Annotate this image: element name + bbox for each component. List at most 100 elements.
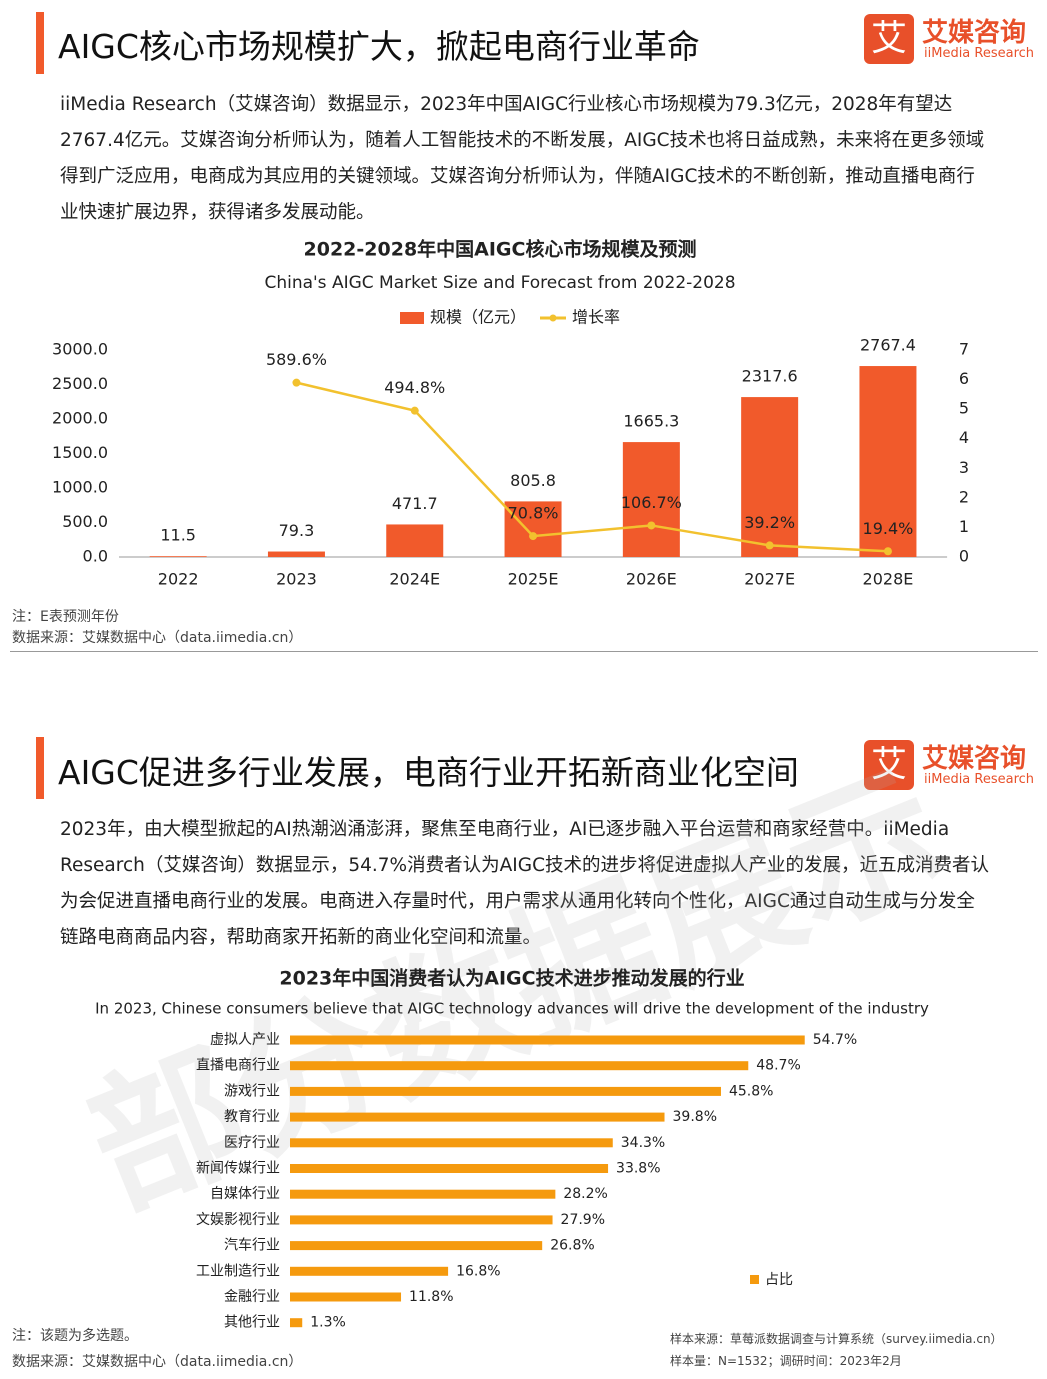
bar — [290, 1112, 665, 1122]
y-tick-label: 3000.0 — [52, 340, 108, 359]
data-label: 1665.3 — [623, 412, 679, 431]
y-tick-label: 1000.0 — [52, 478, 108, 497]
source: 数据来源：艾媒数据中心（data.iimedia.cn） — [12, 630, 303, 646]
data-label: 1.3% — [310, 1315, 346, 1331]
y-tick-label: 自媒体行业 — [210, 1186, 280, 1202]
data-label: 589.6% — [266, 350, 327, 369]
x-tick-label: 2027E — [744, 570, 795, 589]
bar — [386, 524, 444, 557]
bar — [290, 1292, 402, 1302]
data-label: 11.8% — [409, 1289, 453, 1305]
data-label: 45.8% — [729, 1083, 773, 1099]
y2-tick-label: 3 — [959, 458, 969, 477]
y-tick-label: 0.0 — [83, 547, 108, 566]
x-tick-label: 2025E — [508, 570, 559, 589]
legend-swatch — [750, 1275, 759, 1284]
chart-subtitle: China's AIGC Market Size and Forecast fr… — [264, 273, 735, 293]
data-label: 39.2% — [744, 513, 795, 532]
title-bar — [36, 12, 44, 74]
logo-icon: 艾 — [864, 740, 914, 790]
line — [296, 381, 889, 553]
bar — [290, 1061, 749, 1071]
line-point — [529, 532, 538, 541]
data-label: 27.9% — [561, 1212, 605, 1228]
legend-label: 规模（亿元） — [430, 308, 526, 327]
data-label: 34.3% — [621, 1135, 665, 1151]
y-tick-label: 2500.0 — [52, 374, 108, 393]
data-label: 471.7 — [392, 494, 438, 513]
line-point — [883, 547, 892, 556]
section-title: AIGC核心市场规模扩大，掀起电商行业革命 — [58, 27, 700, 66]
data-label: 79.3 — [279, 521, 315, 540]
y2-tick-label: 0 — [959, 547, 969, 566]
y2-tick-label: 1 — [959, 517, 969, 536]
x-tick-label: 2028E — [863, 570, 914, 589]
data-label: 11.5 — [160, 526, 196, 545]
y-tick-label: 汽车行业 — [224, 1237, 280, 1254]
y-tick-label: 医疗行业 — [224, 1135, 280, 1151]
note: 注：E表预测年份 — [12, 609, 119, 625]
y-tick-label: 金融行业 — [224, 1289, 280, 1305]
y-tick-label: 工业制造行业 — [196, 1263, 280, 1279]
y-tick-label: 直播电商行业 — [196, 1057, 280, 1074]
bar — [290, 1241, 543, 1251]
y-tick-label: 游戏行业 — [224, 1083, 280, 1099]
chart-subtitle: In 2023, Chinese consumers believe that … — [95, 1000, 929, 1018]
y-tick-label: 教育行业 — [224, 1109, 280, 1125]
sample-source: 样本来源：草莓派数据调查与计算系统（survey.iimedia.cn） — [670, 1332, 1003, 1346]
bar — [290, 1266, 449, 1276]
data-label: 48.7% — [756, 1058, 800, 1074]
data-label: 54.7% — [813, 1032, 857, 1048]
bar — [267, 551, 325, 557]
y-tick-label: 其他行业 — [224, 1315, 280, 1331]
title-bar — [36, 737, 44, 799]
logo-name: 艾媒咨询 — [922, 18, 1027, 48]
y-tick-label: 虚拟人产业 — [210, 1032, 280, 1048]
legend-label: 增长率 — [572, 308, 620, 327]
logo-subtitle: iiMedia Research — [924, 772, 1035, 787]
legend-swatch — [549, 314, 557, 322]
y-tick-label: 文娱影视行业 — [196, 1212, 280, 1228]
legend-label: 占比 — [765, 1272, 793, 1288]
bar — [859, 366, 917, 557]
logo: 艾 艾媒咨询 iiMedia Research — [864, 740, 1034, 796]
paragraph: iiMedia Research（艾媒咨询）数据显示，2023年中国AIGC行业… — [60, 94, 985, 223]
data-label: 33.8% — [616, 1161, 660, 1177]
bar — [741, 397, 799, 557]
y-tick-label: 2000.0 — [52, 409, 108, 428]
bar — [290, 1318, 303, 1328]
y-tick-label: 1500.0 — [52, 443, 108, 462]
logo-name: 艾媒咨询 — [922, 744, 1027, 774]
data-label: 26.8% — [550, 1238, 594, 1254]
source: 数据来源：艾媒数据中心（data.iimedia.cn） — [12, 1354, 303, 1370]
data-label: 16.8% — [456, 1263, 500, 1279]
logo-subtitle: iiMedia Research — [924, 46, 1035, 61]
bar — [149, 556, 207, 557]
data-label: 106.7% — [621, 493, 682, 512]
logo: 艾 艾媒咨询 iiMedia Research — [864, 14, 1034, 70]
x-tick-label: 2024E — [389, 570, 440, 589]
line-point — [410, 406, 419, 415]
sample-info: 样本量：N=1532；调研时间：2023年2月 — [670, 1354, 902, 1368]
x-tick-label: 2022 — [158, 570, 199, 589]
y2-tick-label: 2 — [959, 487, 969, 506]
data-label: 494.8% — [384, 378, 445, 397]
y2-tick-label: 5 — [959, 399, 969, 418]
logo-icon: 艾 — [864, 14, 914, 64]
bar — [504, 501, 562, 557]
line-point — [765, 541, 774, 550]
y-tick-label: 500.0 — [62, 512, 108, 531]
line-point — [292, 378, 301, 387]
y2-tick-label: 4 — [959, 428, 969, 447]
note: 注：该题为多选题。 — [12, 1328, 138, 1344]
y2-tick-label: 6 — [959, 369, 969, 388]
x-tick-label: 2023 — [276, 570, 317, 589]
bar — [290, 1086, 721, 1096]
bar — [290, 1164, 609, 1173]
bar — [290, 1215, 553, 1225]
chart-title: 2023年中国消费者认为AIGC技术进步推动发展的行业 — [279, 967, 744, 990]
bar — [290, 1035, 805, 1045]
legend-swatch — [400, 312, 424, 324]
separator — [10, 651, 1038, 652]
